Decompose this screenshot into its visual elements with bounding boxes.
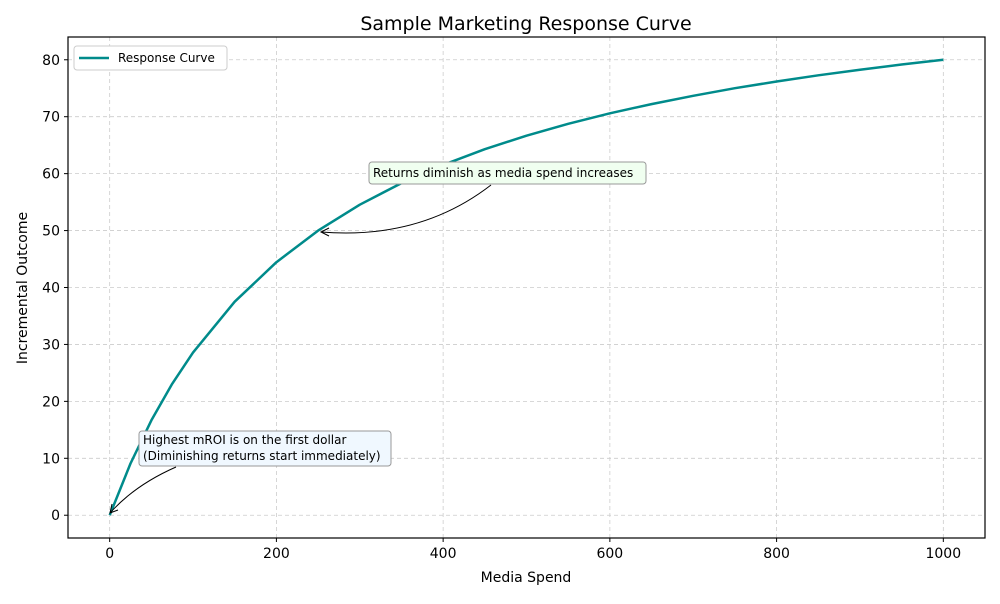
x-tick-label: 1000 — [925, 546, 961, 562]
y-tick-label: 20 — [42, 394, 60, 410]
x-tick-label: 400 — [430, 546, 457, 562]
x-tick-label: 200 — [263, 546, 290, 562]
y-tick-label: 60 — [42, 167, 60, 183]
annotation-arrow — [320, 184, 492, 234]
y-axis-label: Incremental Outcome — [15, 212, 31, 364]
y-tick-label: 30 — [42, 337, 60, 353]
x-tick-label: 0 — [105, 546, 114, 562]
y-tick-label: 50 — [42, 224, 60, 240]
annotation-text-line-1: Highest mROI is on the first dollar — [143, 433, 346, 447]
legend: Response Curve — [73, 45, 228, 71]
chart-title: Sample Marketing Response Curve — [360, 13, 691, 35]
annotation-diminishing-returns: Returns diminish as media spend increase… — [319, 161, 647, 237]
y-tick-label: 0 — [51, 508, 60, 524]
annotation-box — [138, 430, 392, 467]
annotation-first-dollar: Highest mROI is on the first dollar (Dim… — [109, 430, 392, 514]
y-tick-label: 80 — [42, 53, 60, 69]
y-tick-label: 70 — [42, 110, 60, 126]
y-tick-label: 10 — [42, 451, 60, 467]
x-tick-label: 800 — [763, 546, 790, 562]
x-tick-label: 600 — [596, 546, 623, 562]
arrowhead — [109, 503, 119, 514]
annotation-text: Returns diminish as media spend increase… — [373, 166, 633, 180]
annotation-text-line-2: (Diminishing returns start immediately) — [143, 449, 381, 463]
y-tick-label: 40 — [42, 281, 60, 297]
legend-box — [73, 45, 228, 71]
annotation-arrow — [109, 466, 177, 514]
arrowhead — [319, 227, 330, 237]
x-axis-label: Media Spend — [481, 570, 572, 586]
annotation-box — [368, 161, 647, 185]
ticks: 0 200 400 600 800 1000 0 10 20 30 40 50 60 70 80 — [42, 53, 961, 562]
response-curve-line — [108, 58, 944, 516]
series-layer — [108, 58, 944, 516]
legend-label: Response Curve — [118, 51, 215, 65]
